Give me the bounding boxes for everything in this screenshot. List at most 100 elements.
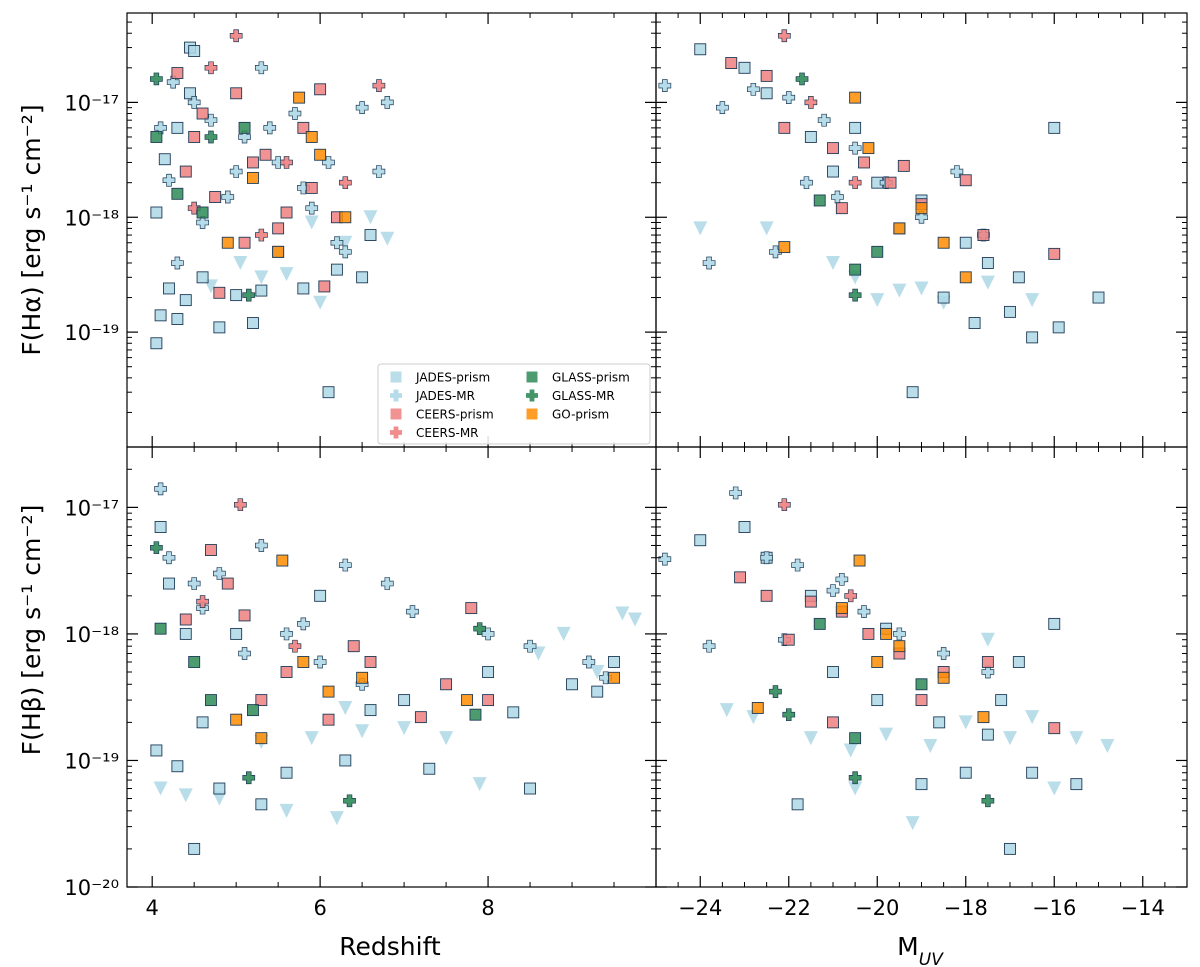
glass-mr-marker <box>204 130 218 144</box>
ceers-mr-marker <box>187 201 201 215</box>
panels: 10⁻¹⁹ 10⁻¹⁸ 10⁻¹⁷ 4 6 8 10⁻²⁰ 10⁻¹⁹ 10⁻¹⁸ 10⁻¹⁷ −2… <box>64 12 1188 920</box>
x-tick-label: 6 <box>313 896 326 920</box>
jades-prism-marker <box>163 282 175 295</box>
jades-mr-marker <box>166 75 180 89</box>
go-prism-marker <box>247 171 259 184</box>
jades-prism-marker <box>995 694 1008 707</box>
ceers-prism-marker <box>977 229 990 242</box>
glass-mr-marker <box>242 288 256 302</box>
jades-mr-marker <box>154 482 167 496</box>
jades-prism-marker <box>1004 305 1016 318</box>
ceers-prism-marker <box>213 286 226 299</box>
jades-mr-marker <box>288 107 302 120</box>
ceers-mr-marker <box>196 595 209 608</box>
jades-mr-marker <box>406 605 419 618</box>
upper-limit-marker <box>304 215 319 230</box>
ceers-mr-marker <box>254 228 268 242</box>
jades-prism-marker <box>188 45 201 57</box>
glass-mr-marker <box>848 771 862 785</box>
glass-prism-marker <box>813 194 826 207</box>
jades-mr-marker <box>187 96 201 109</box>
jades-mr-marker <box>769 245 782 259</box>
ceers-prism-marker <box>221 577 234 590</box>
jades-prism-marker <box>760 87 773 100</box>
go-prism-marker <box>871 656 884 668</box>
jades-prism-marker <box>827 165 839 178</box>
glass-mr-marker <box>473 622 487 636</box>
glass-mr-marker <box>242 771 256 785</box>
jades-prism-marker <box>608 656 620 668</box>
jades-prism-marker <box>280 766 293 779</box>
upper-limit-marker <box>556 626 571 641</box>
upper-limit-marker <box>531 646 546 661</box>
legend-glass-mr-swatch <box>526 389 538 402</box>
panel-bottom-right: −24 −22 −20 −18 −16 −14 <box>655 446 1188 920</box>
go-prism-marker <box>255 732 268 745</box>
bottom-left-xlabel: Redshift <box>339 932 441 961</box>
ceers-mr-marker <box>338 176 352 190</box>
jades-prism-marker <box>507 706 520 719</box>
jades-prism-marker <box>179 627 192 640</box>
jades-prism-marker <box>154 521 167 533</box>
upper-limit-marker <box>1100 739 1115 754</box>
ceers-prism-marker <box>897 159 910 172</box>
ceers-prism-marker <box>255 694 268 707</box>
go-prism-marker <box>880 627 893 640</box>
jades-prism-marker <box>1048 617 1061 630</box>
jades-prism-marker <box>322 386 335 399</box>
jades-prism-marker <box>150 744 163 757</box>
legend-jades-mr-label: JADES-MR <box>415 389 475 403</box>
jades-mr-marker <box>238 647 251 660</box>
go-prism-marker <box>977 711 990 724</box>
upper-limit-marker <box>826 255 840 270</box>
jades-mr-marker <box>981 665 995 679</box>
y-tick-label: 10⁻²⁰ <box>64 876 119 900</box>
jades-mr-marker <box>826 584 840 597</box>
go-prism-marker <box>608 671 620 684</box>
go-prism-marker <box>835 602 848 615</box>
go-prism-marker <box>893 222 906 235</box>
jades-prism-marker <box>968 317 981 329</box>
ceers-prism-marker <box>959 174 972 187</box>
panel-frame <box>655 12 1188 448</box>
x-tick-label: −20 <box>855 896 899 920</box>
jades-prism-marker <box>356 271 369 284</box>
jades-prism-marker <box>196 271 209 284</box>
ceers-prism-marker <box>247 156 259 169</box>
y-tick-label: 10⁻¹⁷ <box>64 496 119 520</box>
ceers-prism-marker <box>827 142 839 155</box>
x-tick-label: −22 <box>767 896 811 920</box>
go-prism-marker <box>893 640 906 653</box>
glass-mr-marker <box>769 685 782 698</box>
upper-limit-marker <box>153 781 168 796</box>
upper-limit-marker <box>905 816 920 831</box>
jades-mr-marker <box>196 216 209 229</box>
y-tick-label: 10⁻¹⁸ <box>64 206 119 230</box>
jades-prism-marker <box>694 43 707 56</box>
ceers-prism-marker <box>862 627 875 640</box>
glass-mr-marker <box>848 288 862 302</box>
ceers-prism-marker <box>414 711 427 724</box>
ceers-prism-marker <box>465 602 478 615</box>
jades-prism-marker <box>1004 842 1016 855</box>
panel-bottom-left: 4 6 8 10⁻²⁰ 10⁻¹⁹ 10⁻¹⁸ 10⁻¹⁷ <box>64 446 657 920</box>
jades-mr-marker <box>213 567 226 580</box>
legend: JADES-prism JADES-MR CEERS-prism CEERS-MR GL… <box>377 363 651 445</box>
jades-mr-marker <box>296 181 310 195</box>
upper-limit-marker <box>958 715 973 730</box>
jades-prism-marker <box>255 284 268 297</box>
go-prism-marker <box>778 241 791 254</box>
jades-mr-marker <box>848 141 862 155</box>
ceers-prism-marker <box>440 678 453 691</box>
go-prism-marker <box>314 148 327 161</box>
y-tick-label: 10⁻¹⁹ <box>64 749 119 773</box>
legend-glass-mr-label: GLASS-MR <box>552 389 615 403</box>
jades-prism-marker <box>827 666 839 678</box>
jades-prism-marker <box>1052 321 1065 334</box>
jades-prism-marker <box>906 386 919 399</box>
legend-jades-prism-swatch <box>390 371 402 383</box>
panel-frame <box>655 446 1188 888</box>
ceers-mr-marker <box>777 498 791 512</box>
glass-prism-marker <box>188 656 201 668</box>
upper-limit-marker <box>212 791 227 806</box>
